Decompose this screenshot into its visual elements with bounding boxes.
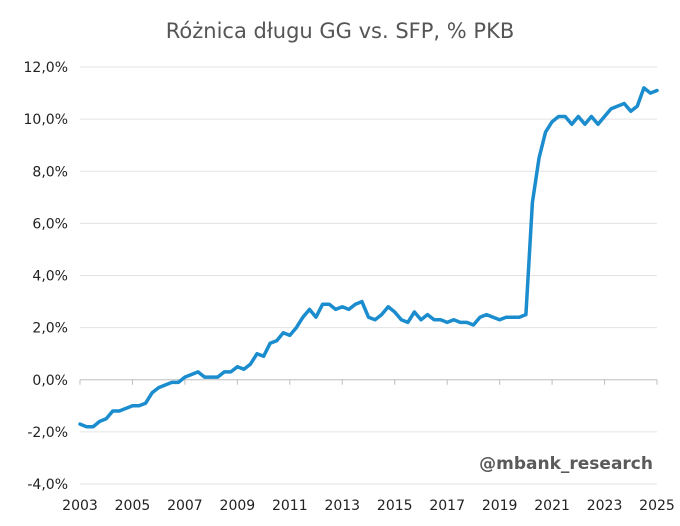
y-tick-label: 4,0% bbox=[32, 269, 68, 285]
x-tick-label: 2011 bbox=[272, 498, 308, 514]
watermark: @mbank_research bbox=[479, 454, 653, 474]
x-axis: 2003 2005 2007 2009 2011 2013 2015 2017 2019 2021… bbox=[62, 379, 675, 514]
y-tick-label: 6,0% bbox=[32, 216, 68, 232]
x-tick-label: 2017 bbox=[429, 498, 465, 514]
y-tick-label: 0,0% bbox=[32, 373, 68, 389]
chart-title: Różnica długu GG vs. SFP, % PKB bbox=[166, 19, 515, 43]
y-axis: -4,0% -2,0% 0,0% 2,0% 4,0% 6,0% 8,0% 10,0% 12,0% bbox=[24, 60, 68, 493]
y-tick-label: 10,0% bbox=[24, 112, 68, 128]
x-tick-label: 2019 bbox=[482, 498, 518, 514]
x-tick-label: 2025 bbox=[639, 498, 675, 514]
y-tick-label: -2,0% bbox=[27, 425, 68, 441]
grid bbox=[80, 66, 657, 485]
series-group bbox=[78, 86, 659, 429]
x-tick-label: 2007 bbox=[167, 498, 203, 514]
x-tick-label: 2013 bbox=[324, 498, 360, 514]
y-tick-label: 2,0% bbox=[32, 321, 68, 337]
series-line bbox=[78, 86, 659, 429]
x-tick-label: 2005 bbox=[115, 498, 151, 514]
x-tick-label: 2021 bbox=[534, 498, 570, 514]
y-tick-label: 12,0% bbox=[24, 60, 68, 76]
y-tick-label: -4,0% bbox=[27, 477, 68, 493]
x-tick-label: 2009 bbox=[220, 498, 256, 514]
x-tick-label: 2003 bbox=[62, 498, 98, 514]
y-tick-label: 8,0% bbox=[32, 164, 68, 180]
x-tick-label: 2015 bbox=[377, 498, 413, 514]
x-tick-label: 2023 bbox=[587, 498, 623, 514]
